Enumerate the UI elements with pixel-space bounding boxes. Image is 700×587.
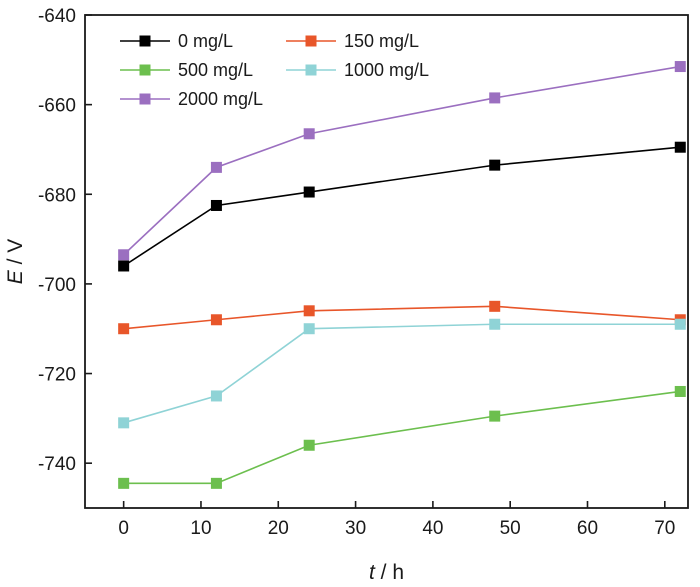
plot-frame: [84, 14, 689, 509]
series-line: [123, 146, 681, 267]
series-line: [123, 390, 681, 485]
legend-marker: [305, 35, 317, 47]
data-point: [674, 318, 686, 330]
legend-label: 150 mg/L: [344, 31, 419, 51]
x-axis-label: t / h: [369, 561, 404, 584]
data-point: [118, 260, 130, 272]
legend-label: 500 mg/L: [178, 60, 253, 80]
legend-item: 1000 mg/L: [286, 60, 429, 80]
x-axis-unit: / h: [375, 561, 404, 584]
x-tick-label: 20: [268, 518, 289, 539]
data-point: [303, 186, 315, 198]
data-point: [303, 323, 315, 335]
series-line: [123, 305, 681, 330]
x-tick-label: 10: [190, 518, 211, 539]
y-tick-label: -660: [38, 96, 76, 117]
y-tick-label: -680: [38, 185, 76, 206]
data-point: [118, 417, 130, 429]
legend-marker: [139, 64, 151, 76]
y-tick-label: -740: [38, 454, 76, 475]
data-point: [489, 92, 501, 104]
data-point: [210, 161, 222, 173]
data-point: [674, 61, 686, 73]
x-tick-label: 30: [345, 518, 366, 539]
y-tick-label: -640: [38, 6, 76, 27]
x-tick-label: 70: [654, 518, 675, 539]
data-point: [210, 477, 222, 489]
data-point: [118, 323, 130, 335]
series-line: [123, 323, 681, 424]
data-point: [489, 410, 501, 422]
x-tick-label: 50: [500, 518, 521, 539]
data-point: [210, 390, 222, 402]
series: [118, 61, 686, 261]
data-point: [489, 300, 501, 312]
y-axis-label: E / V: [4, 239, 27, 285]
series: [118, 141, 686, 272]
y-axis-variable: E: [4, 269, 27, 284]
data-point: [489, 318, 501, 330]
legend-marker: [139, 35, 151, 47]
data-point: [489, 159, 501, 171]
legend-item: 0 mg/L: [120, 31, 233, 51]
legend-marker: [305, 64, 317, 76]
legend-label: 2000 mg/L: [178, 89, 263, 109]
data-point: [118, 477, 130, 489]
legend-item: 2000 mg/L: [120, 89, 263, 109]
data-point: [210, 314, 222, 326]
x-axis-variable: t: [369, 561, 376, 584]
x-tick-label: 60: [577, 518, 598, 539]
x-tick-label: 40: [422, 518, 443, 539]
data-point: [674, 385, 686, 397]
y-tick-label: -720: [38, 365, 76, 386]
series: [118, 318, 686, 429]
data-point: [210, 199, 222, 211]
data-point: [303, 128, 315, 140]
x-tick-label: 0: [118, 518, 129, 539]
series: [118, 385, 686, 489]
y-axis-unit: / V: [4, 239, 27, 271]
data-point: [303, 305, 315, 317]
data-point: [303, 439, 315, 451]
y-axis: -740 -720 -700 -680 -660 -640: [38, 6, 92, 475]
legend: 0 mg/L 150 mg/L 500 mg/L 1000 mg/L 2000 mg/L: [120, 31, 429, 109]
data-point: [674, 141, 686, 153]
legend-item: 150 mg/L: [286, 31, 419, 51]
data-point: [118, 249, 130, 261]
legend-item: 500 mg/L: [120, 60, 253, 80]
y-tick-label: -700: [38, 275, 76, 296]
series: [118, 300, 686, 335]
x-axis: 0 10 20 30 40 50 60 70: [118, 501, 675, 539]
legend-marker: [139, 93, 151, 105]
legend-label: 1000 mg/L: [344, 60, 429, 80]
legend-label: 0 mg/L: [178, 31, 233, 51]
series-layer: [118, 61, 686, 489]
